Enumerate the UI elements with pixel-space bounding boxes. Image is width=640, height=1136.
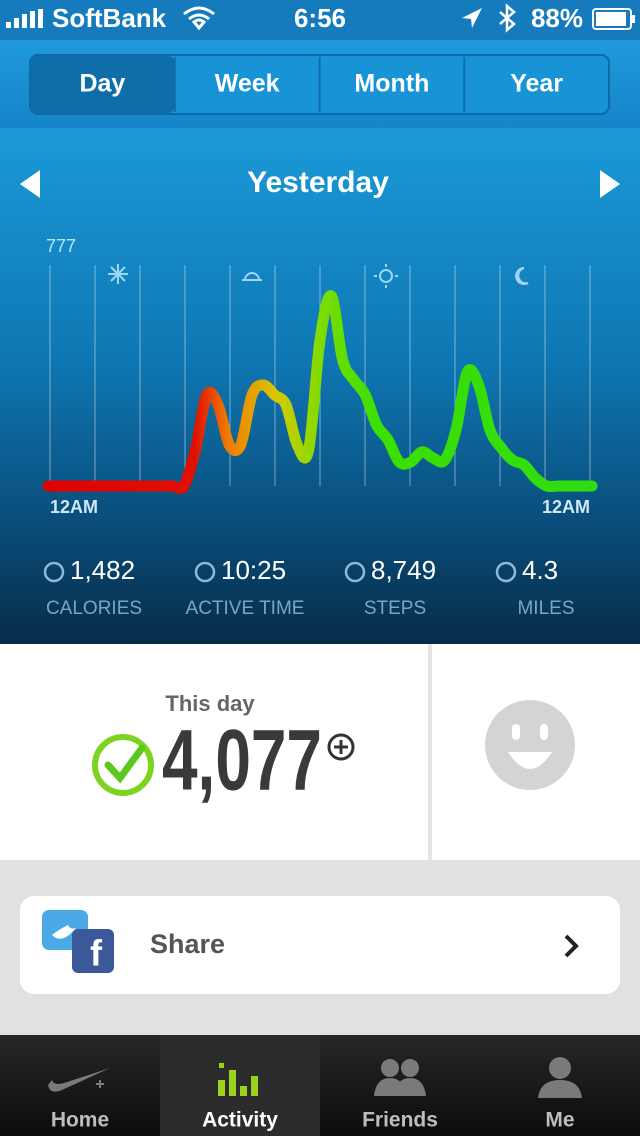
stat-label: CALORIES: [46, 598, 142, 619]
stat-value: 10:25: [221, 555, 286, 585]
smiley-eye: [540, 724, 548, 740]
goal-check: [104, 744, 146, 784]
stat-label: MILES: [517, 598, 574, 619]
home-plus: [96, 1080, 104, 1088]
date-label: Yesterday: [247, 166, 389, 199]
status-bg: [0, 0, 640, 40]
stat-icon: [43, 561, 65, 583]
smiley: [485, 700, 575, 790]
battery-percent: 88%: [531, 3, 583, 33]
stat-value: 8,749: [371, 555, 436, 585]
stat-label: STEPS: [364, 598, 426, 619]
prev-arrow[interactable]: [20, 170, 40, 198]
period-tab[interactable]: Month: [354, 70, 429, 98]
smiley-mouth: [508, 752, 552, 769]
tab-bar-item[interactable]: Activity: [202, 1109, 278, 1132]
stat-icon: [194, 561, 216, 583]
plus-ring: [327, 733, 355, 761]
fuel-value: 4,077: [162, 713, 322, 809]
period-tab[interactable]: Day: [79, 70, 125, 98]
time-icons: [108, 264, 529, 288]
friends-icon: [374, 1059, 426, 1096]
share-label: Share: [150, 929, 225, 959]
battery-level: [596, 12, 626, 26]
goal-check-ring: [92, 734, 154, 796]
home-icon: [48, 1068, 110, 1092]
share-card[interactable]: [20, 896, 620, 994]
x-tick-label: 12AM: [542, 497, 590, 517]
tab-bar-item[interactable]: Friends: [362, 1109, 438, 1132]
me-icon: [538, 1057, 582, 1098]
stat-label: ACTIVE TIME: [186, 598, 305, 619]
wifi-icon: [183, 6, 215, 31]
clock: 6:56: [294, 3, 346, 33]
next-arrow[interactable]: [600, 170, 620, 198]
carrier: SoftBank: [52, 3, 167, 33]
battery-tip: [632, 15, 635, 23]
activity-icon: [218, 1063, 258, 1096]
chevron: [564, 934, 579, 958]
stat-value: 4.3: [522, 555, 558, 585]
smiley-eye: [512, 724, 520, 740]
period-tab[interactable]: Year: [510, 70, 563, 98]
y-tick-label: 777: [46, 236, 76, 256]
signal: [6, 9, 43, 28]
x-tick-label: 12AM: [50, 497, 98, 517]
stat-icon: [495, 561, 517, 583]
stat-value: 1,482: [70, 555, 135, 585]
stat-icon: [344, 561, 366, 583]
summary-title: This day: [165, 691, 255, 716]
tab-bar-item[interactable]: Me: [545, 1109, 574, 1132]
activity-line: [42, 290, 598, 495]
tab-selected-bg: [31, 56, 175, 113]
tab-bar-item[interactable]: Home: [51, 1109, 109, 1132]
tab-selected-bg: [160, 1035, 320, 1136]
twitter-bird: [52, 925, 76, 939]
location-icon: [462, 8, 482, 28]
facebook-icon: [72, 929, 114, 973]
battery-icon: [592, 8, 632, 30]
summary-divider: [428, 644, 432, 860]
period-tab[interactable]: Week: [215, 70, 280, 98]
plus-icon[interactable]: [334, 740, 348, 754]
facebook-f: f: [90, 933, 103, 974]
bluetooth-icon: [499, 3, 516, 33]
